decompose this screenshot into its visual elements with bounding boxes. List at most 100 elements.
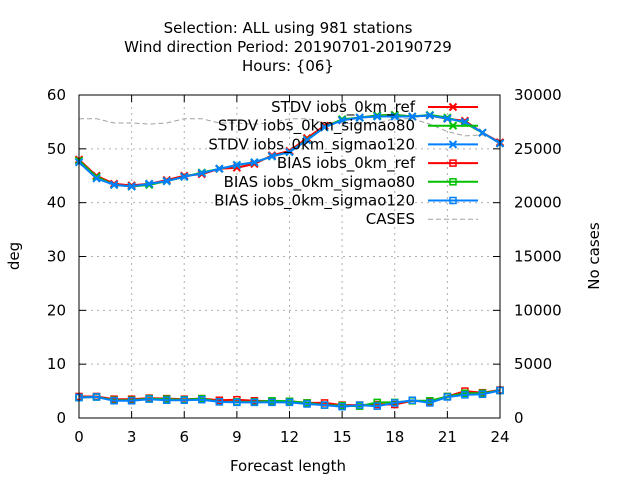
data-point — [460, 117, 470, 127]
data-point — [92, 393, 101, 401]
y-tick-label: 10 — [47, 355, 66, 373]
data-point — [144, 179, 154, 189]
y2-tick-label: 5000 — [514, 355, 552, 373]
legend-entry: BIAS iobs_0km_sigmao80 — [224, 173, 478, 192]
data-point — [198, 395, 206, 404]
data-point — [180, 172, 189, 182]
legend-label: BIAS iobs_0km_sigmao80 — [224, 173, 415, 192]
data-point — [197, 168, 206, 178]
data-point — [268, 398, 276, 407]
data-point — [162, 396, 171, 404]
x-axis-label: Forecast length — [230, 457, 346, 475]
y2-tick-label: 0 — [514, 409, 524, 427]
data-point — [215, 398, 224, 406]
data-point — [233, 398, 241, 407]
data-point — [408, 396, 417, 404]
x-tick-label: 15 — [333, 428, 352, 446]
data-point — [338, 402, 346, 411]
data-point — [337, 116, 347, 125]
data-point — [408, 112, 417, 121]
data-point — [127, 182, 136, 191]
data-point — [127, 397, 136, 405]
y2-tick-label: 15000 — [514, 248, 562, 266]
data-point — [478, 128, 487, 137]
legend-entry: BIAS iobs_0km_ref — [277, 154, 478, 173]
y-tick-label: 30 — [47, 248, 66, 266]
data-point — [302, 136, 312, 145]
y-tick-label: 0 — [56, 409, 66, 427]
grid — [79, 95, 500, 418]
legend-label: STDV iobs_0km_sigmao80 — [218, 117, 415, 136]
legend-label: STDV iobs_0km_sigmao120 — [208, 135, 415, 154]
data-point — [449, 178, 457, 186]
y-tick-label: 40 — [47, 194, 66, 212]
data-point — [285, 147, 294, 157]
data-point — [426, 399, 434, 407]
data-point — [373, 402, 381, 410]
series-line — [78, 389, 501, 408]
data-point — [250, 398, 259, 407]
series-2 — [74, 111, 505, 191]
chart-title-line-2: Wind direction Period: 20190701-20190729 — [124, 38, 452, 56]
y2-tick-label: 30000 — [514, 86, 562, 104]
x-tick-label: 12 — [280, 428, 299, 446]
data-point — [443, 114, 452, 123]
legend-label: BIAS iobs_0km_sigmao120 — [214, 192, 415, 211]
data-point — [145, 395, 153, 403]
y-axis-label: deg — [5, 242, 23, 270]
data-point — [355, 401, 364, 409]
x-tick-label: 0 — [74, 428, 84, 446]
y-tick-label: 50 — [47, 140, 66, 158]
legend-entry: STDV iobs_0km_ref — [271, 98, 478, 117]
data-point — [390, 112, 399, 121]
legend-entry: STDV iobs_0km_sigmao120 — [208, 135, 478, 154]
x-tick-label: 21 — [438, 428, 457, 446]
y2-tick-label: 20000 — [514, 194, 562, 212]
data-point — [449, 159, 457, 167]
legend-label: CASES — [366, 210, 415, 228]
data-point — [303, 400, 311, 408]
legend-entry: BIAS iobs_0km_sigmao120 — [214, 192, 478, 211]
data-point — [215, 164, 224, 173]
data-point — [449, 196, 457, 205]
series-5 — [75, 386, 504, 411]
legend-label: STDV iobs_0km_ref — [271, 98, 416, 117]
chart-title-line-3: Hours: {06} — [242, 57, 334, 75]
data-point — [461, 391, 469, 399]
x-tick-label: 3 — [127, 428, 137, 446]
data-point — [109, 180, 119, 190]
data-point — [448, 140, 458, 149]
data-point — [92, 174, 101, 183]
data-point — [355, 113, 364, 122]
x-tick-label: 24 — [490, 428, 509, 446]
data-point — [478, 390, 487, 399]
data-point — [373, 112, 382, 121]
data-point — [250, 158, 259, 167]
data-point — [448, 102, 458, 112]
x-tick-label: 9 — [232, 428, 242, 446]
data-point — [448, 121, 458, 130]
plot-frame — [78, 94, 501, 419]
legend-entry: STDV iobs_0km_sigmao80 — [218, 117, 478, 136]
data-point — [180, 396, 188, 404]
legend-label: BIAS iobs_0km_ref — [277, 154, 416, 173]
x-tick-label: 6 — [179, 428, 189, 446]
chart-title-line-1: Selection: ALL using 981 stations — [164, 19, 413, 37]
y2-axis-label: No cases — [585, 222, 603, 290]
series-lines — [74, 110, 505, 411]
data-point — [232, 160, 242, 170]
series-6 — [79, 118, 501, 141]
data-point — [391, 399, 399, 407]
y2-tick-label: 25000 — [514, 140, 562, 158]
data-point — [320, 123, 329, 132]
data-point — [320, 401, 329, 409]
axis-ticks: 0 3 6 9 12 15 18 21 24 0 10 20 30 40 50 60 0 5000 10000 150… — [47, 86, 562, 446]
data-point — [285, 398, 294, 407]
y2-tick-label: 10000 — [514, 301, 562, 319]
series-line — [79, 118, 501, 141]
data-point — [267, 152, 277, 161]
legend-entry: CASES — [366, 210, 478, 228]
